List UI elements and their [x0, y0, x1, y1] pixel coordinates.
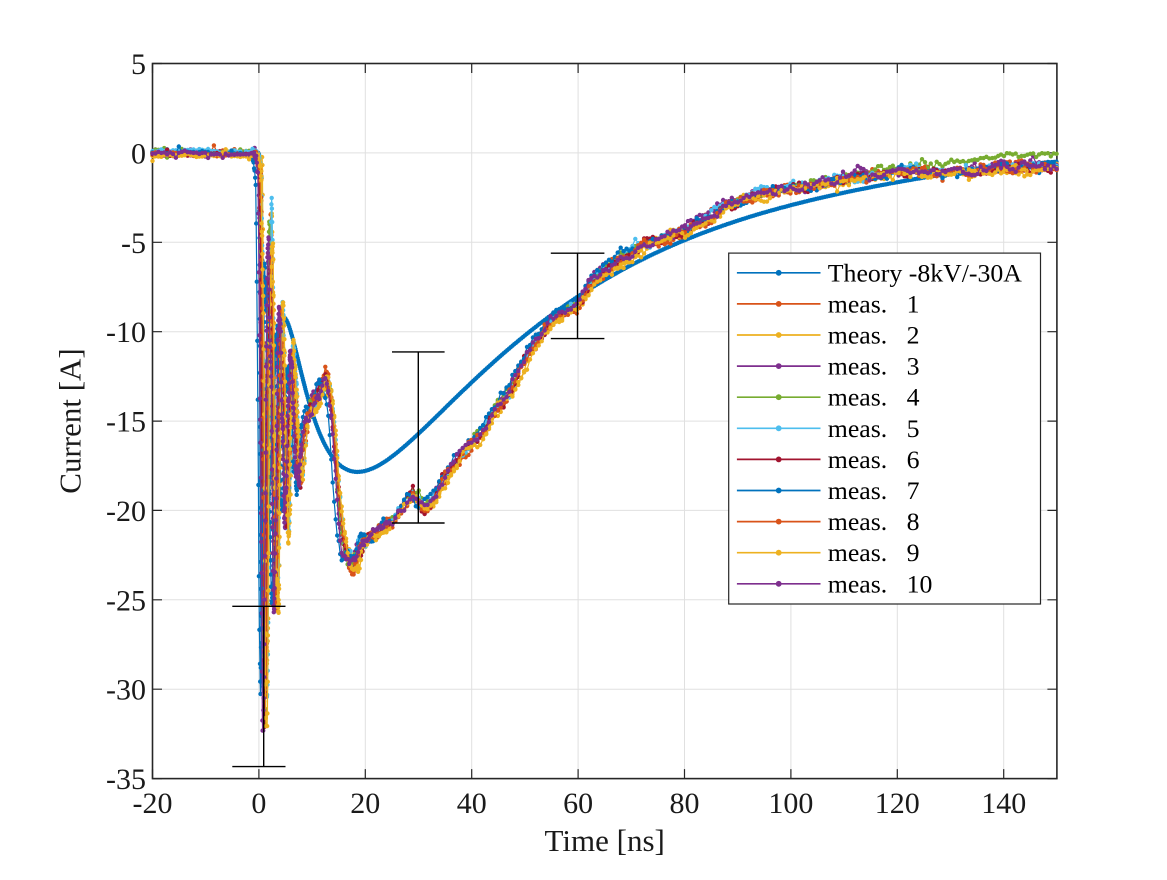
svg-text:60: 60 [563, 787, 593, 820]
svg-text:meas. 2: meas. 2 [828, 321, 920, 350]
svg-text:Time [ns]: Time [ns] [545, 823, 665, 858]
svg-text:20: 20 [350, 787, 380, 820]
svg-text:Current [A]: Current [A] [53, 348, 88, 493]
svg-text:-10: -10 [106, 316, 146, 349]
svg-text:meas. 10: meas. 10 [828, 569, 933, 598]
svg-text:meas. 5: meas. 5 [828, 414, 920, 443]
svg-text:meas. 3: meas. 3 [828, 352, 920, 381]
svg-text:Theory -8kV/-30A: Theory -8kV/-30A [828, 258, 1023, 287]
svg-text:-20: -20 [106, 495, 146, 528]
svg-text:-30: -30 [106, 674, 146, 707]
svg-text:meas. 1: meas. 1 [828, 289, 920, 318]
svg-text:meas. 9: meas. 9 [828, 538, 920, 567]
svg-text:meas. 8: meas. 8 [828, 507, 920, 536]
svg-text:80: 80 [670, 787, 700, 820]
svg-text:40: 40 [457, 787, 487, 820]
svg-text:5: 5 [131, 48, 146, 81]
svg-text:-20: -20 [133, 787, 173, 820]
svg-text:meas. 7: meas. 7 [828, 476, 920, 505]
svg-text:meas. 6: meas. 6 [828, 445, 920, 474]
svg-text:-35: -35 [106, 763, 146, 796]
svg-text:0: 0 [131, 137, 146, 170]
svg-text:meas. 4: meas. 4 [828, 383, 920, 412]
svg-text:-15: -15 [106, 406, 146, 439]
svg-text:120: 120 [875, 787, 920, 820]
svg-text:0: 0 [251, 787, 266, 820]
svg-text:-25: -25 [106, 584, 146, 617]
svg-text:140: 140 [981, 787, 1026, 820]
svg-text:100: 100 [768, 787, 813, 820]
svg-text:-5: -5 [121, 227, 146, 260]
